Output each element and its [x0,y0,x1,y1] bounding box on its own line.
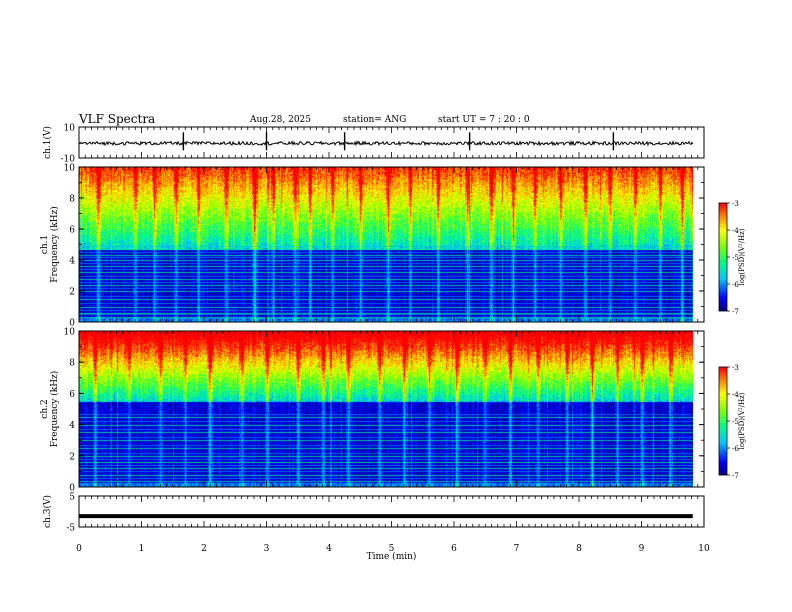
ch3-ylabel: ch.3(V) [42,495,53,528]
y-tick-label: 10 [64,328,76,338]
plot-station: station= ANG [343,115,407,125]
x-tick-label: 4 [326,544,332,554]
x-tick-label: 6 [451,544,457,554]
colorbar-label: log(PSD)(V²/Hz) [738,392,746,449]
x-tick-label: 5 [389,544,395,554]
x-tick-label: 10 [698,544,710,554]
y-tick-label: 4 [69,421,75,431]
x-tick-label: 8 [576,544,582,554]
y-tick-label: 8 [69,359,75,369]
y-tick-label: 0 [69,319,75,329]
colorbar-tick-label: -5 [732,254,739,262]
y-tick-label: 2 [69,288,75,298]
x-tick-label: 2 [201,544,207,554]
colorbar-tick-label: -6 [732,281,739,289]
x-tick-label: 0 [76,544,82,554]
ch1-waveform-trace [78,140,694,147]
plot-title: VLF Spectra [79,112,156,126]
plot-start-time: start UT = 7 : 20 : 0 [438,115,530,125]
colorbar-tick-label: -5 [732,418,739,426]
y-tick-label: 6 [69,390,75,400]
y-tick-label: 4 [69,257,75,267]
ch2-spec-ylabel-ch: ch.2 [40,399,50,418]
y-tick-label: 8 [69,195,75,205]
y-tick-label: 10 [64,124,76,134]
x-tick-label: 9 [639,544,645,554]
ch1-spec-ylabel-ch: ch.1 [40,235,50,254]
ch3-waveform-trace [79,514,693,519]
y-tick-label: 6 [69,226,75,236]
plot-date: Aug.28, 2025 [250,115,311,125]
y-tick-label: 10 [64,164,76,174]
colorbar-ch1 [718,202,728,312]
colorbar-tick-label: -3 [732,200,739,208]
ch1-ylabel: ch.1(V) [42,126,53,159]
y-tick-label: 2 [69,452,75,462]
colorbar-ch2 [718,366,728,476]
y-tick-label: 0 [69,484,75,494]
y-tick-label: 5 [69,493,75,503]
colorbar-label: log(PSD)(V²/Hz) [738,228,746,285]
colorbar-tick-label: -6 [732,445,739,453]
colorbar-tick-label: -4 [732,227,739,235]
ch2-spec-ylabel-freq: Frequency (kHz) [49,371,60,448]
x-tick-label: 3 [264,544,270,554]
colorbar-tick-label: -3 [732,364,739,372]
colorbar-tick-label: -4 [732,391,739,399]
x-tick-label: 7 [514,544,520,554]
y-tick-label: -10 [61,155,76,165]
x-tick-label: 1 [139,544,145,554]
colorbar-tick-label: -7 [732,308,739,316]
ch1-spec-ylabel-freq: Frequency (kHz) [49,206,60,283]
colorbar-tick-label: -7 [732,472,739,480]
spectrogram-image-ch1 [79,167,693,322]
x-axis-label: Time (min) [367,551,417,562]
spectrogram-image-ch2 [79,331,693,487]
y-tick-label: -5 [66,524,75,534]
